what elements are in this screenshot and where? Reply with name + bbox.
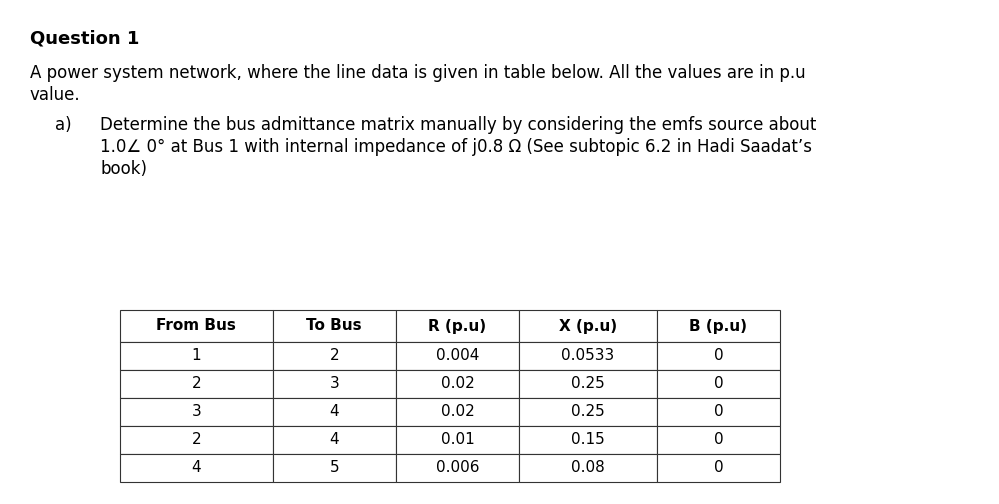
Text: X (p.u): X (p.u) [558, 319, 617, 334]
Text: 5: 5 [330, 461, 339, 475]
Bar [518, 370, 657, 398]
Text: 3: 3 [330, 376, 339, 392]
Text: 2: 2 [192, 376, 201, 392]
Text: 1: 1 [192, 348, 201, 363]
Bar [120, 310, 273, 342]
Text: 0: 0 [713, 405, 723, 419]
Text: From Bus: From Bus [157, 319, 237, 334]
Text: 0.0533: 0.0533 [561, 348, 614, 363]
Text: 0.006: 0.006 [436, 461, 480, 475]
Text: 2: 2 [330, 348, 339, 363]
Bar [396, 370, 518, 398]
Bar [396, 454, 518, 482]
Text: Question 1: Question 1 [30, 30, 140, 48]
Text: 0.01: 0.01 [441, 432, 475, 448]
Bar [273, 370, 396, 398]
Text: 4: 4 [192, 461, 201, 475]
Bar [396, 310, 518, 342]
Text: 0.02: 0.02 [441, 376, 475, 392]
Text: 1.0∠ 0° at Bus 1 with internal impedance of j0.8 Ω (See subtopic 6.2 in Hadi Saa: 1.0∠ 0° at Bus 1 with internal impedance… [100, 138, 812, 156]
Text: 0.25: 0.25 [571, 405, 604, 419]
Bar [396, 398, 518, 426]
Bar [518, 426, 657, 454]
Bar [396, 342, 518, 370]
Text: 0.08: 0.08 [571, 461, 604, 475]
Bar [518, 310, 657, 342]
Bar [120, 342, 273, 370]
Text: B (p.u): B (p.u) [689, 319, 747, 334]
Text: 4: 4 [330, 405, 339, 419]
Text: 4: 4 [330, 432, 339, 448]
Bar [120, 398, 273, 426]
Bar [120, 426, 273, 454]
Text: 0: 0 [713, 461, 723, 475]
Bar [657, 398, 780, 426]
Bar [657, 454, 780, 482]
Text: 0.02: 0.02 [441, 405, 475, 419]
Bar [518, 454, 657, 482]
Text: book): book) [100, 160, 147, 178]
Text: 2: 2 [192, 432, 201, 448]
Text: value.: value. [30, 86, 81, 104]
Text: 0.15: 0.15 [571, 432, 604, 448]
Text: a): a) [55, 116, 72, 134]
Text: 0: 0 [713, 432, 723, 448]
Bar [657, 370, 780, 398]
Text: 0.004: 0.004 [436, 348, 480, 363]
Text: 0: 0 [713, 376, 723, 392]
Text: A power system network, where the line data is given in table below. All the val: A power system network, where the line d… [30, 64, 805, 82]
Text: R (p.u): R (p.u) [429, 319, 487, 334]
Text: 0: 0 [713, 348, 723, 363]
Bar [273, 310, 396, 342]
Bar [273, 426, 396, 454]
Text: 3: 3 [192, 405, 201, 419]
Bar [120, 454, 273, 482]
Text: Determine the bus admittance matrix manually by considering the emfs source abou: Determine the bus admittance matrix manu… [100, 116, 816, 134]
Bar [518, 398, 657, 426]
Bar [120, 370, 273, 398]
Text: 0.25: 0.25 [571, 376, 604, 392]
Bar [273, 342, 396, 370]
Text: To Bus: To Bus [307, 319, 362, 334]
Bar [396, 426, 518, 454]
Bar [518, 342, 657, 370]
Bar [273, 398, 396, 426]
Bar [657, 310, 780, 342]
Bar [657, 426, 780, 454]
Bar [657, 342, 780, 370]
Bar [273, 454, 396, 482]
